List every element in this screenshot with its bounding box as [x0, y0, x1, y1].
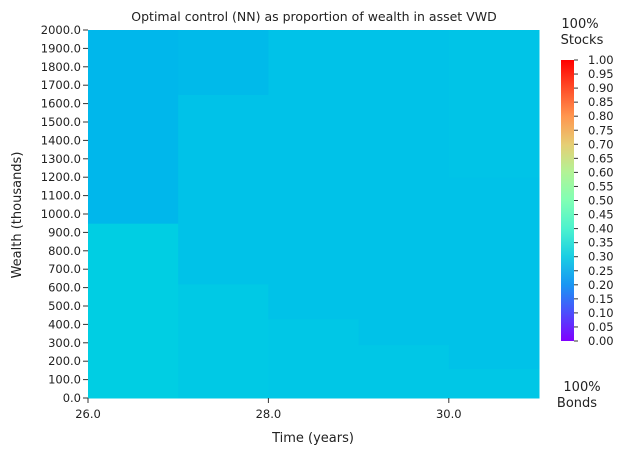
colorbar-tick-label: 0.20: [588, 278, 614, 292]
y-tick-label: 200.0: [48, 354, 81, 368]
colorbar-top-label-1: 100%: [561, 17, 598, 32]
colorbar-top-label-2: Stocks: [561, 33, 604, 48]
colorbar-tick-label: 0.65: [588, 151, 614, 165]
colorbar: [561, 60, 574, 341]
y-tick-label: 1500.0: [41, 115, 81, 129]
y-tick-label: 1800.0: [41, 60, 81, 74]
colorbar-tick-label: 0.15: [588, 292, 614, 306]
heatmap-cell: [448, 368, 540, 399]
heatmap-cell: [268, 318, 360, 399]
heatmap-cell: [88, 30, 179, 224]
colorbar-tick-label: 0.70: [588, 137, 614, 151]
y-axis-ticks: 0.0 100.0 200.0 300.0 400.0 500.0 600.0 700.0 80…: [41, 23, 88, 405]
y-tick-label: 1200.0: [41, 170, 81, 184]
y-tick-label: 1400.0: [41, 133, 81, 147]
colorbar-tick-label: 0.95: [588, 67, 614, 81]
chart-title: Optimal control (NN) as proportion of we…: [131, 9, 496, 24]
heatmap-cell: [268, 30, 360, 320]
colorbar-tick-label: 0.50: [588, 194, 614, 208]
colorbar-tick-label: 0.45: [588, 208, 614, 222]
y-tick-label: 1900.0: [41, 41, 81, 55]
colorbar-tick-label: 0.10: [588, 306, 614, 320]
x-tick-label: 28.0: [256, 407, 282, 421]
colorbar-tick-label: 0.35: [588, 236, 614, 250]
heatmap-cell: [178, 94, 269, 285]
y-tick-label: 600.0: [48, 281, 81, 295]
colorbar-tick-label: 0.30: [588, 250, 614, 264]
x-tick-label: 30.0: [436, 407, 462, 421]
x-axis-ticks: 26.0 28.0 30.0: [75, 398, 462, 421]
y-tick-label: 900.0: [48, 225, 81, 239]
y-tick-label: 1700.0: [41, 78, 81, 92]
colorbar-bottom-label-2: Bonds: [557, 396, 597, 411]
colorbar-tick-label: 0.40: [588, 222, 614, 236]
heatmap-cell: [178, 30, 269, 95]
colorbar-tick-label: 0.85: [588, 95, 614, 109]
colorbar-tick-label: 1.00: [588, 53, 614, 67]
x-tick-label: 26.0: [75, 407, 101, 421]
colorbar-tick-label: 0.25: [588, 264, 614, 278]
colorbar-ticks: 0.000.050.100.150.200.250.300.350.400.45…: [574, 53, 614, 348]
x-axis-label: Time (years): [271, 431, 354, 446]
colorbar-tick-label: 0.80: [588, 109, 614, 123]
heatmap-cell: [448, 30, 540, 178]
heatmap-cell: [448, 177, 540, 370]
heatmap-cells: [88, 30, 540, 399]
y-tick-label: 1300.0: [41, 152, 81, 166]
colorbar-tick-label: 0.55: [588, 179, 614, 193]
heatmap-cell: [178, 283, 269, 399]
y-tick-label: 700.0: [48, 262, 81, 276]
colorbar-tick-label: 0.60: [588, 165, 614, 179]
heatmap-cell: [358, 30, 450, 346]
y-tick-label: 300.0: [48, 336, 81, 350]
y-tick-label: 1600.0: [41, 97, 81, 111]
y-tick-label: 800.0: [48, 244, 81, 258]
colorbar-tick-label: 0.05: [588, 320, 614, 334]
heatmap-cell: [358, 344, 450, 399]
y-tick-label: 1100.0: [41, 189, 81, 203]
colorbar-tick-label: 0.00: [588, 334, 614, 348]
y-tick-label: 400.0: [48, 317, 81, 331]
y-tick-label: 2000.0: [41, 23, 81, 37]
y-tick-label: 500.0: [48, 299, 81, 313]
y-tick-label: 0.0: [63, 391, 81, 405]
y-tick-label: 100.0: [48, 373, 81, 387]
heatmap-cell: [88, 223, 179, 399]
colorbar-bottom-label-1: 100%: [563, 380, 600, 395]
colorbar-tick-label: 0.90: [588, 81, 614, 95]
y-axis-label: Wealth (thousands): [10, 152, 25, 279]
colorbar-tick-label: 0.75: [588, 123, 614, 137]
y-tick-label: 1000.0: [41, 207, 81, 221]
